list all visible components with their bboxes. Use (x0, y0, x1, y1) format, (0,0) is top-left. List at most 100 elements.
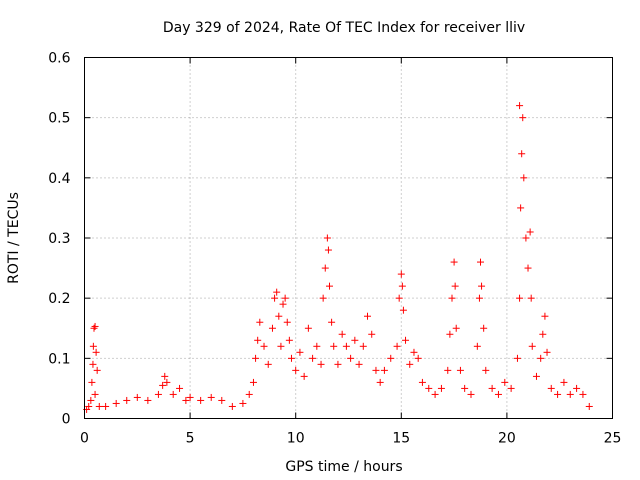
y-tick-label: 0.5 (48, 111, 70, 127)
data-point (410, 348, 418, 356)
data-point (585, 402, 593, 410)
data-point (380, 366, 388, 374)
data-point (461, 384, 469, 392)
data-point (526, 228, 534, 236)
data-point (402, 336, 410, 344)
data-point (566, 390, 574, 398)
data-point (541, 312, 549, 320)
data-point (252, 354, 260, 362)
data-point (446, 330, 454, 338)
x-tick-label: 15 (392, 431, 410, 447)
data-point (317, 360, 325, 368)
data-point (87, 396, 95, 404)
data-point (359, 342, 367, 350)
y-tick-label: 0.4 (48, 171, 70, 187)
data-point (154, 390, 162, 398)
data-point (260, 342, 268, 350)
data-point (355, 360, 363, 368)
data-point (207, 393, 215, 401)
data-point (372, 366, 380, 374)
data-point (477, 258, 484, 266)
y-tick-label: 0.2 (48, 291, 70, 307)
data-point (528, 342, 536, 350)
data-point (543, 348, 551, 356)
data-point (418, 378, 426, 386)
data-point (368, 330, 376, 338)
data-point (475, 294, 483, 302)
data-point (467, 390, 475, 398)
data-point (387, 354, 395, 362)
data-point (159, 381, 167, 389)
data-point (450, 258, 458, 266)
data-point (228, 402, 236, 410)
data-point (579, 390, 587, 398)
data-point (539, 330, 547, 338)
data-point (342, 342, 350, 350)
data-point (473, 342, 481, 350)
x-tick-label: 20 (498, 431, 516, 447)
data-point (524, 264, 532, 272)
data-point (406, 360, 414, 368)
data-point (256, 318, 264, 326)
data-point (287, 354, 295, 362)
data-point (296, 348, 304, 356)
data-point (161, 372, 169, 380)
data-point (444, 366, 452, 374)
data-point (527, 294, 535, 302)
data-point (277, 342, 285, 350)
data-point (532, 372, 540, 380)
plot-frame (84, 57, 613, 419)
data-point (494, 390, 502, 398)
data-point (425, 384, 433, 392)
data-point (321, 264, 329, 272)
data-point (85, 402, 93, 410)
data-point (91, 390, 99, 398)
data-point (482, 366, 490, 374)
data-point (395, 294, 403, 302)
data-point (431, 390, 439, 398)
data-point (268, 324, 276, 332)
data-point (522, 234, 530, 242)
data-point (414, 354, 422, 362)
x-tick-label: 0 (80, 431, 89, 447)
data-point (364, 312, 372, 320)
data-point (478, 282, 486, 290)
data-point (89, 360, 97, 368)
data-point (254, 336, 262, 344)
data-point (397, 270, 405, 278)
data-point (112, 399, 120, 407)
data-point (275, 312, 283, 320)
data-point (513, 354, 521, 362)
data-point (283, 318, 291, 326)
data-point (218, 396, 226, 404)
data-point (501, 378, 509, 386)
x-tick-label: 5 (186, 431, 195, 447)
data-point (480, 324, 488, 332)
x-axis-label: GPS time / hours (285, 459, 402, 475)
y-tick-label: 0.3 (48, 231, 70, 247)
data-point (264, 360, 272, 368)
data-point (448, 294, 456, 302)
data-point (516, 102, 524, 110)
data-point (245, 390, 253, 398)
x-tick-label: 25 (604, 431, 622, 447)
data-point (186, 393, 194, 401)
data-point (249, 378, 257, 386)
data-point (347, 354, 355, 362)
data-point (176, 384, 184, 392)
data-point (169, 390, 177, 398)
data-point (554, 390, 562, 398)
y-tick-label: 0.6 (48, 51, 70, 67)
data-point (90, 324, 98, 332)
data-point (399, 306, 407, 314)
data-point (398, 282, 406, 290)
data-point (334, 360, 342, 368)
data-point (182, 396, 190, 404)
data-point (239, 399, 247, 407)
data-point (163, 378, 171, 386)
data-point (281, 294, 289, 302)
y-tick-label: 0.1 (48, 351, 70, 367)
data-point (197, 396, 205, 404)
y-axis-label: ROTI / TECUs (6, 192, 22, 284)
